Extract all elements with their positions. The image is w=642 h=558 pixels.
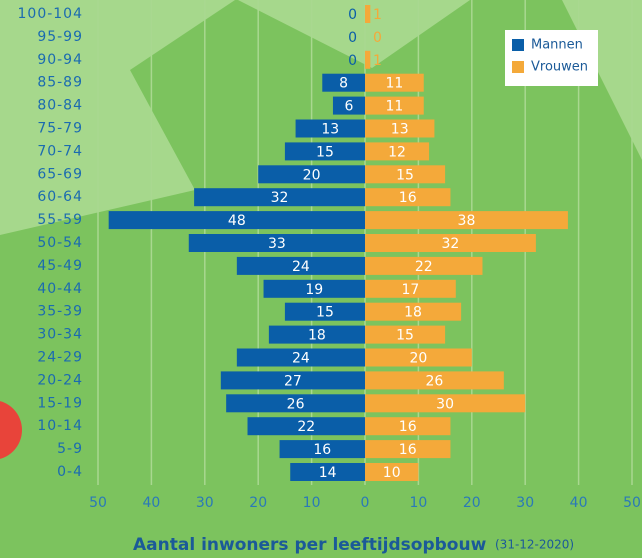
y-tick-label: 35-39 xyxy=(37,304,83,320)
legend-label: Mannen xyxy=(531,38,583,53)
value-label: 30 xyxy=(436,396,454,412)
value-label: 19 xyxy=(305,282,323,298)
x-tick-label: 20 xyxy=(463,495,481,511)
value-label: 33 xyxy=(268,236,286,252)
value-label: 16 xyxy=(399,442,417,458)
value-label: 13 xyxy=(321,122,339,138)
value-label: 32 xyxy=(271,190,289,206)
chart-title: Aantal inwoners per leeftijdsopbouw xyxy=(133,535,487,555)
value-label: 16 xyxy=(399,419,417,435)
legend-label: Vrouwen xyxy=(531,60,588,75)
value-label: 12 xyxy=(388,144,406,160)
y-tick-label: 30-34 xyxy=(37,327,83,343)
value-label: 15 xyxy=(316,305,334,321)
x-tick-label: 50 xyxy=(89,495,107,511)
x-tick-label: 30 xyxy=(196,495,214,511)
x-tick-label: 40 xyxy=(570,495,588,511)
value-label: 15 xyxy=(396,167,414,183)
x-tick-label: 10 xyxy=(303,495,321,511)
value-label: 11 xyxy=(385,99,403,115)
value-label: 22 xyxy=(415,259,433,275)
x-tick-label: 0 xyxy=(361,495,370,511)
chart: 0100018116111313151220153216483833322422… xyxy=(0,0,642,558)
y-tick-label: 100-104 xyxy=(18,6,84,22)
legend-swatch xyxy=(512,39,524,51)
y-tick-label: 40-44 xyxy=(37,281,83,297)
value-label: 27 xyxy=(284,373,302,389)
x-tick-label: 30 xyxy=(516,495,534,511)
value-label: 18 xyxy=(404,305,422,321)
value-label: 0 xyxy=(373,30,382,46)
y-tick-label: 24-29 xyxy=(37,350,83,366)
value-label: 20 xyxy=(303,167,321,183)
x-tick-label: 40 xyxy=(142,495,160,511)
y-tick-label: 20-24 xyxy=(37,372,83,388)
value-label: 26 xyxy=(287,396,305,412)
value-label: 22 xyxy=(297,419,315,435)
value-label: 13 xyxy=(391,122,409,138)
value-label: 6 xyxy=(345,99,354,115)
y-tick-label: 70-74 xyxy=(37,143,83,159)
y-tick-label: 75-79 xyxy=(37,121,83,137)
x-tick-label: 50 xyxy=(623,495,641,511)
y-tick-label: 55-59 xyxy=(37,212,83,228)
y-tick-label: 90-94 xyxy=(37,52,83,68)
value-label: 10 xyxy=(383,465,401,481)
value-label: 1 xyxy=(373,7,382,23)
y-tick-label: 95-99 xyxy=(37,29,83,45)
value-label: 14 xyxy=(319,465,337,481)
value-label: 0 xyxy=(348,7,357,23)
y-tick-label: 60-64 xyxy=(37,189,83,205)
value-label: 24 xyxy=(292,259,310,275)
value-label: 0 xyxy=(348,30,357,46)
value-label: 20 xyxy=(409,351,427,367)
y-tick-label: 65-69 xyxy=(37,166,83,182)
x-tick-label: 20 xyxy=(249,495,267,511)
value-label: 18 xyxy=(308,328,326,344)
value-label: 24 xyxy=(292,351,310,367)
value-label: 15 xyxy=(316,144,334,160)
y-tick-label: 80-84 xyxy=(37,98,83,114)
y-tick-label: 5-9 xyxy=(57,441,83,457)
y-tick-label: 45-49 xyxy=(37,258,83,274)
value-label: 32 xyxy=(442,236,460,252)
bar xyxy=(365,5,370,23)
y-tick-label: 50-54 xyxy=(37,235,83,251)
value-label: 17 xyxy=(401,282,419,298)
value-label: 11 xyxy=(385,76,403,92)
legend: Mannen Vrouwen xyxy=(505,30,598,86)
value-label: 38 xyxy=(458,213,476,229)
value-label: 16 xyxy=(313,442,331,458)
y-tick-label: 0-4 xyxy=(57,464,83,480)
value-label: 15 xyxy=(396,328,414,344)
value-label: 26 xyxy=(426,373,444,389)
value-label: 1 xyxy=(373,53,382,69)
legend-swatch xyxy=(512,61,524,73)
y-tick-label: 15-19 xyxy=(37,395,83,411)
y-tick-label: 85-89 xyxy=(37,75,83,91)
value-label: 48 xyxy=(228,213,246,229)
bar xyxy=(365,51,370,69)
chart-subtitle: (31-12-2020) xyxy=(495,538,574,552)
x-tick-label: 10 xyxy=(409,495,427,511)
y-tick-label: 10-14 xyxy=(37,418,83,434)
value-label: 16 xyxy=(399,190,417,206)
value-label: 0 xyxy=(348,53,357,69)
value-label: 8 xyxy=(339,76,348,92)
